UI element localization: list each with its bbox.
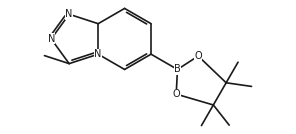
- Text: N: N: [94, 49, 102, 59]
- Text: N: N: [48, 34, 55, 44]
- Text: B: B: [174, 64, 181, 75]
- Text: O: O: [172, 89, 180, 99]
- Text: O: O: [194, 51, 202, 61]
- Text: N: N: [65, 9, 73, 19]
